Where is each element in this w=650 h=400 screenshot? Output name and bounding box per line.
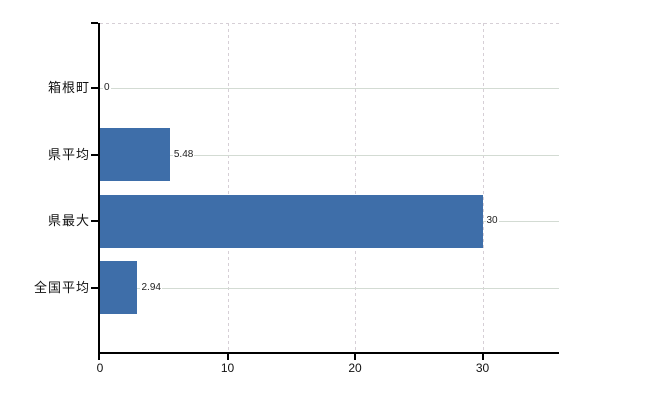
category-label: 県平均 [47,146,90,162]
x-axis-tick [354,352,356,360]
y-axis-line [98,23,100,352]
plot-top-border [100,23,559,24]
y-axis-tick [91,87,98,89]
category-label: 箱根町 [47,80,90,95]
v-gridline [355,23,356,352]
x-axis-tick [481,352,484,360]
x-tick-label: 10 [220,361,235,375]
x-tick-label: 30 [475,361,490,375]
bar [100,261,138,315]
x-tick-label: 20 [348,361,362,375]
category-label: 全国平均 [33,279,90,295]
v-gridline [227,23,229,352]
category-label: 県最大 [47,213,90,229]
bar-value-label: 2.94 [140,280,162,295]
h-gridline [100,287,559,289]
y-axis-tick [91,153,98,156]
bar-value-label: 5.48 [172,147,195,162]
x-axis-tick [98,352,100,360]
bar-value-label: 0 [103,81,111,95]
h-gridline [100,154,559,156]
x-axis-tick [226,352,229,360]
bar [100,128,170,182]
bar [100,194,483,248]
y-axis-end-tick [91,22,98,24]
h-gridline [100,88,559,89]
y-axis-tick [91,286,98,289]
v-gridline [482,23,484,352]
x-tick-label: 0 [96,361,104,375]
bar-value-label: 30 [485,214,499,229]
x-axis-line [98,352,559,354]
y-axis-tick [91,220,98,223]
